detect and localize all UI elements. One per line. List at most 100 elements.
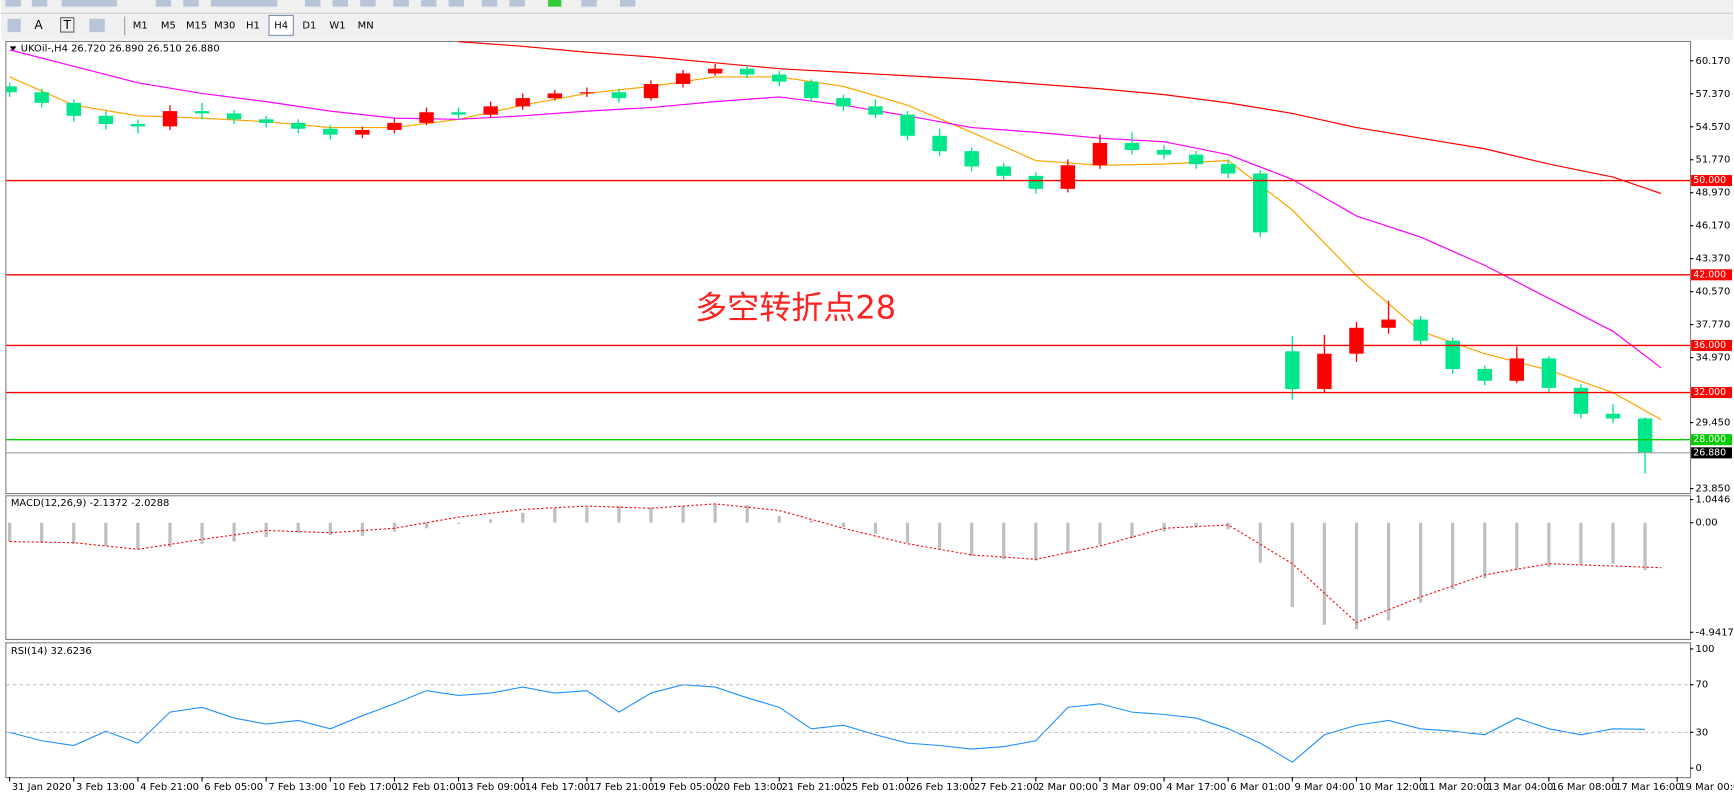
macd-bar xyxy=(296,522,300,533)
legend-marker xyxy=(9,46,17,51)
candle-body xyxy=(1573,387,1589,414)
price-panel xyxy=(5,40,1692,495)
x-tick-label: 4 Feb 21:00 xyxy=(140,782,199,793)
candle-body xyxy=(1188,154,1204,165)
macd-bar xyxy=(1515,522,1519,570)
macd-bar xyxy=(424,522,429,529)
macd-bar xyxy=(1066,522,1070,554)
timeframe-button[interactable]: M1 xyxy=(133,20,148,31)
plot-candlestick xyxy=(6,41,1662,474)
macd-bar xyxy=(970,522,974,556)
timeframe-button[interactable]: M5 xyxy=(161,20,176,31)
macd-bar xyxy=(841,522,846,528)
timeframe-button[interactable]: MN xyxy=(358,20,374,31)
y-tick-label: 23.850 xyxy=(1696,484,1731,495)
rsi-line xyxy=(9,684,1646,763)
candle-body xyxy=(1477,369,1492,381)
macd-bar xyxy=(937,522,942,550)
x-tick-label: 20 Feb 13:00 xyxy=(717,782,782,793)
macd-bar xyxy=(1194,522,1198,528)
x-tick-label: 2 Mar 00:00 xyxy=(1038,782,1098,793)
candle-body xyxy=(772,74,787,82)
macd-bar xyxy=(585,507,589,523)
level-label: 50.000 xyxy=(1693,175,1726,186)
candle-body xyxy=(483,106,498,115)
y-tick-label: 48.970 xyxy=(1696,188,1731,199)
toolbar-icons xyxy=(5,0,636,33)
macd-bar xyxy=(1451,522,1455,590)
macd-bar xyxy=(1611,522,1615,564)
candle-body xyxy=(355,129,370,135)
candle-body xyxy=(419,112,434,123)
y-tick-label: 100 xyxy=(1696,644,1715,655)
current-price-tag xyxy=(1691,447,1732,459)
candle-body xyxy=(1317,353,1332,390)
chart-area xyxy=(0,39,1734,797)
macd-bar xyxy=(521,512,525,523)
candle-body xyxy=(291,122,306,129)
macd-bar xyxy=(168,522,172,548)
x-tick-label: 27 Feb 21:00 xyxy=(974,782,1039,793)
candle-body xyxy=(1285,351,1300,390)
macd-bar xyxy=(1322,522,1327,625)
candle-body xyxy=(900,114,915,136)
timeframe-button[interactable]: H4 xyxy=(274,20,288,31)
candle-body xyxy=(1220,164,1236,174)
level-label: 36.000 xyxy=(1693,340,1726,351)
timeframe-button[interactable]: M15 xyxy=(186,20,207,31)
macd-bar xyxy=(136,522,140,550)
x-tick-label: 17 Feb 21:00 xyxy=(589,782,654,793)
candle-body xyxy=(868,106,883,115)
candle-body xyxy=(162,111,178,127)
text-tool[interactable]: T xyxy=(63,18,72,32)
macd-bar xyxy=(328,522,332,535)
x-tick-label: 10 Mar 12:00 xyxy=(1359,782,1425,793)
y-tick-label: 34.970 xyxy=(1696,353,1731,364)
x-tick-label: 3 Feb 13:00 xyxy=(76,782,135,793)
x-tick-label: 11 Mar 20:00 xyxy=(1423,782,1489,793)
y-tick-label: 0 xyxy=(1696,763,1702,774)
timeframe-button[interactable]: W1 xyxy=(329,20,345,31)
macd-bar xyxy=(1162,522,1166,532)
macd-bar xyxy=(488,519,493,523)
macd-bar xyxy=(1258,522,1262,563)
candle-body xyxy=(675,73,691,85)
x-tick-label: 13 Mar 04:00 xyxy=(1487,782,1553,793)
candle-body xyxy=(932,135,947,152)
level-label: 28.000 xyxy=(1693,434,1726,445)
x-tick-label: 31 Jan 2020 xyxy=(12,782,72,793)
timeframe-selected xyxy=(268,14,294,36)
candle-body xyxy=(1253,173,1268,233)
macd-bar xyxy=(1483,522,1487,579)
x-tick-label: 3 Mar 09:00 xyxy=(1102,782,1162,793)
macd-bar xyxy=(553,508,557,523)
moving-average xyxy=(9,76,1662,421)
candle-body xyxy=(1413,319,1428,341)
plot-macd xyxy=(7,503,1662,630)
x-tick-label: 13 Feb 09:00 xyxy=(461,782,526,793)
text-tool[interactable]: A xyxy=(34,18,43,32)
macd-bar xyxy=(1098,522,1102,545)
level-label: 42.000 xyxy=(1693,269,1726,280)
y-tick-label: 54.570 xyxy=(1696,122,1731,133)
candle-body xyxy=(643,84,659,99)
candle-body xyxy=(66,102,81,116)
timeframe-button[interactable]: H1 xyxy=(246,20,260,31)
y-tick-label: 29.450 xyxy=(1696,418,1731,429)
timeframe-button[interactable]: M30 xyxy=(214,20,235,31)
candle-body xyxy=(130,124,146,127)
y-tick-label: 46.170 xyxy=(1696,221,1731,232)
x-tick-label: 21 Feb 21:00 xyxy=(781,782,846,793)
macd-bar xyxy=(104,522,108,547)
timeframe-button[interactable]: D1 xyxy=(302,20,316,31)
x-tick-label: 25 Feb 01:00 xyxy=(846,782,911,793)
x-tick-label: 16 Mar 08:00 xyxy=(1551,782,1617,793)
y-tick-label: 0.00 xyxy=(1696,518,1718,529)
macd-bar xyxy=(1130,522,1134,539)
x-tick-label: 12 Feb 01:00 xyxy=(397,782,462,793)
macd-bar xyxy=(777,516,781,523)
x-tick-label: 14 Feb 17:00 xyxy=(525,782,590,793)
y-tick-label: 60.170 xyxy=(1696,56,1731,67)
candle-body xyxy=(739,68,755,75)
macd-bar xyxy=(745,504,749,523)
